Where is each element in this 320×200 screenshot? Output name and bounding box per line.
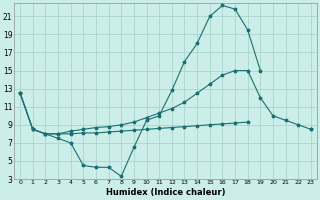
X-axis label: Humidex (Indice chaleur): Humidex (Indice chaleur) [106, 188, 225, 197]
